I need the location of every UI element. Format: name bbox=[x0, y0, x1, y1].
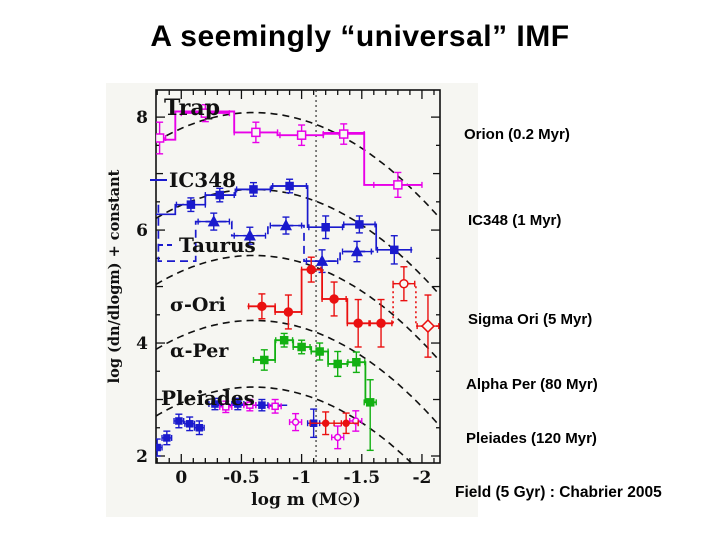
svg-text:Trap: Trap bbox=[164, 95, 220, 121]
svg-text:-2: -2 bbox=[413, 468, 432, 488]
svg-text:log m (M☉): log m (M☉) bbox=[251, 490, 361, 510]
legend-ic348: IC348 (1 Myr) bbox=[468, 212, 562, 229]
legend-orion: Orion (0.2 Myr) bbox=[464, 126, 570, 143]
slide-title: A seemingly “universal” IMF bbox=[150, 20, 570, 53]
svg-text:Pleiades: Pleiades bbox=[161, 386, 255, 410]
svg-text:-1.5: -1.5 bbox=[343, 468, 380, 488]
svg-text:Taurus: Taurus bbox=[179, 233, 256, 257]
legend-alpha-per: Alpha Per (80 Myr) bbox=[466, 376, 598, 393]
legend-sigma-ori: Sigma Ori (5 Myr) bbox=[468, 311, 593, 328]
svg-text:IC348: IC348 bbox=[169, 168, 236, 192]
svg-text:4: 4 bbox=[136, 334, 148, 354]
svg-text:-0.5: -0.5 bbox=[223, 468, 260, 488]
legend-field-chabrier: Field (5 Gyr) : Chabrier 2005 bbox=[455, 484, 662, 501]
svg-text:6: 6 bbox=[136, 221, 148, 241]
svg-text:-1: -1 bbox=[292, 468, 311, 488]
svg-text:2: 2 bbox=[136, 447, 148, 467]
svg-text:α-Per: α-Per bbox=[170, 340, 229, 362]
svg-text:0: 0 bbox=[175, 468, 187, 488]
svg-text:σ-Ori: σ-Ori bbox=[170, 294, 226, 316]
svg-text:log (dn/dlogm) + constant: log (dn/dlogm) + constant bbox=[106, 169, 123, 383]
legend-pleiades: Pleiades (120 Myr) bbox=[466, 430, 597, 447]
imf-figure: 0 -0.5 -1 -1.5 -2 2 4 6 8 log m (M☉) log (dn/dlogm… bbox=[106, 83, 478, 517]
imf-plot-svg: 0 -0.5 -1 -1.5 -2 2 4 6 8 log m (M☉) log (dn/dlogm… bbox=[106, 89, 441, 510]
svg-text:8: 8 bbox=[136, 108, 148, 128]
